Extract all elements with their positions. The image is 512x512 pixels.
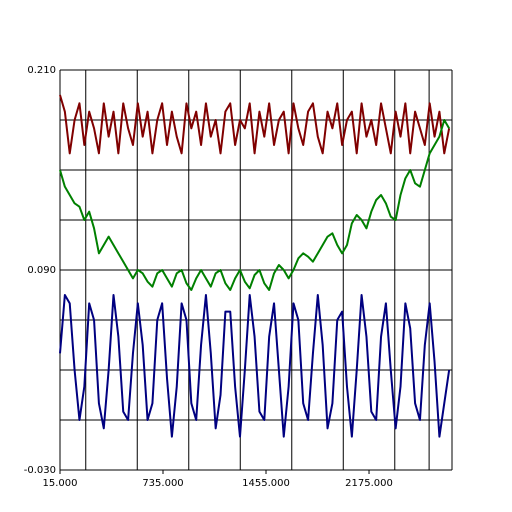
x-tick-label: 735.000 [142, 478, 183, 489]
x-tick-label: 1455.000 [242, 478, 290, 489]
y-tick-label: 0.090 [27, 265, 56, 276]
series-line [59, 294, 451, 438]
x-tick-label: 2175.000 [345, 478, 393, 489]
x-tick-label: 15.000 [43, 478, 78, 489]
series-line [59, 119, 451, 291]
y-tick-label: 0.210 [27, 65, 56, 76]
series-line [59, 94, 451, 155]
y-tick-label: -0.030 [24, 465, 56, 476]
